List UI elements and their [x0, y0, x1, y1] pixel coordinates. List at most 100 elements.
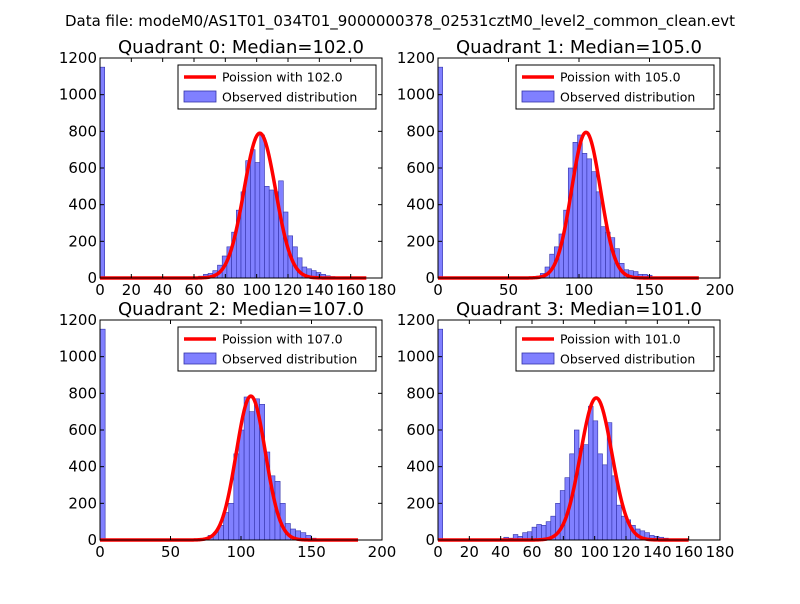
histogram-bar — [264, 186, 270, 279]
legend-label-fit: Poission with 101.0 — [560, 332, 681, 347]
histogram-bar — [99, 328, 106, 541]
histogram-bar — [592, 420, 599, 541]
chart-title: Quadrant 3: Median=101.0 — [456, 299, 702, 320]
chart-title: Quadrant 0: Median=102.0 — [118, 37, 364, 58]
x-tick-label: 0 — [433, 543, 443, 561]
legend-bar-swatch — [183, 352, 217, 365]
histogram-bar — [602, 464, 608, 541]
x-tick-label: 120 — [274, 281, 303, 299]
y-tick-label: 1000 — [59, 86, 97, 104]
y-tick-label: 600 — [406, 421, 435, 439]
x-tick-label: 80 — [216, 281, 235, 299]
x-tick-label: 140 — [305, 281, 334, 299]
legend-label-observed: Observed distribution — [560, 352, 695, 367]
histogram-bar — [268, 189, 275, 279]
y-tick-label: 200 — [406, 494, 435, 512]
y-tick-label: 1200 — [59, 49, 97, 67]
legend: Poission with 101.0 Observed distribution — [515, 326, 715, 372]
x-tick-label: 100 — [565, 281, 594, 299]
x-tick-label: 100 — [242, 281, 271, 299]
y-tick-label: 1200 — [397, 49, 435, 67]
x-tick-label: 40 — [491, 543, 510, 561]
chart-title: Quadrant 1: Median=105.0 — [456, 37, 702, 58]
x-tick-label: 80 — [554, 543, 573, 561]
y-tick-label: 1200 — [59, 311, 97, 329]
x-tick-label: 20 — [460, 543, 479, 561]
x-tick-label: 150 — [297, 543, 326, 561]
legend-label-fit: Poission with 102.0 — [222, 70, 343, 85]
legend-bar-swatch — [183, 90, 217, 103]
histogram-bar — [248, 411, 255, 541]
histogram-bar — [437, 328, 443, 541]
chart-panel-3: 0 20 40 60 80 100 120 140 160 180 0 200 400 600 800 100… — [397, 299, 735, 561]
legend-bar-swatch — [521, 352, 555, 365]
histogram-bar — [437, 66, 443, 279]
histogram-bar — [588, 405, 594, 541]
x-tick-label: 180 — [368, 281, 397, 299]
y-tick-label: 200 — [406, 232, 435, 250]
x-tick-label: 60 — [522, 543, 541, 561]
y-tick-label: 400 — [68, 458, 97, 476]
histogram-bar — [536, 524, 542, 541]
x-tick-label: 160 — [336, 281, 365, 299]
legend-label-observed: Observed distribution — [222, 352, 357, 367]
histogram-bar — [581, 153, 588, 279]
chart-panel-1: 0 50 100 150 200 0 200 400 600 800 1000 1200 Quadran… — [397, 37, 735, 299]
x-tick-label: 180 — [706, 543, 735, 561]
x-tick-label: 20 — [122, 281, 141, 299]
legend: Poission with 102.0 Observed distribution — [177, 64, 377, 110]
histogram-bar — [238, 429, 245, 541]
legend-bar-swatch — [521, 90, 555, 103]
histogram-bar — [259, 134, 265, 279]
histogram-bar — [254, 162, 261, 279]
legend-label-observed: Observed distribution — [560, 90, 695, 105]
histogram-bar — [99, 66, 105, 279]
y-tick-label: 0 — [87, 531, 97, 549]
histogram-bar — [228, 503, 235, 541]
histogram-bar — [597, 453, 603, 541]
x-tick-label: 160 — [674, 543, 703, 561]
y-tick-label: 200 — [68, 494, 97, 512]
y-tick-label: 800 — [68, 122, 97, 140]
y-tick-label: 800 — [68, 384, 97, 402]
x-tick-label: 150 — [635, 281, 664, 299]
y-tick-label: 600 — [406, 159, 435, 177]
x-tick-label: 200 — [368, 543, 397, 561]
y-tick-label: 800 — [406, 122, 435, 140]
histogram-bar — [250, 149, 256, 279]
x-tick-label: 50 — [161, 543, 180, 561]
legend-label-fit: Poission with 107.0 — [222, 332, 343, 347]
histogram-bar — [586, 158, 592, 279]
x-tick-label: 0 — [433, 281, 443, 299]
x-tick-label: 120 — [612, 543, 641, 561]
y-tick-label: 600 — [68, 421, 97, 439]
y-tick-label: 400 — [406, 196, 435, 214]
histogram-bar — [620, 515, 627, 541]
histogram-bar — [600, 226, 606, 279]
y-tick-label: 0 — [425, 531, 435, 549]
y-tick-label: 1000 — [59, 348, 97, 366]
legend-label-observed: Observed distribution — [222, 90, 357, 105]
figure-suptitle: Data file: modeM0/AS1T01_034T01_90000003… — [65, 12, 735, 31]
x-tick-label: 200 — [706, 281, 735, 299]
y-tick-label: 1000 — [397, 348, 435, 366]
y-tick-label: 400 — [68, 196, 97, 214]
legend: Poission with 107.0 Observed distribution — [177, 326, 377, 372]
histogram-bar — [559, 490, 566, 541]
x-tick-label: 100 — [580, 543, 609, 561]
y-tick-label: 200 — [68, 232, 97, 250]
histogram-bar — [616, 504, 622, 541]
histogram-bar — [591, 171, 597, 279]
x-tick-label: 60 — [184, 281, 203, 299]
y-tick-label: 600 — [68, 159, 97, 177]
y-tick-label: 1200 — [397, 311, 435, 329]
y-tick-label: 0 — [87, 269, 97, 287]
y-tick-label: 800 — [406, 384, 435, 402]
histogram-bar — [243, 396, 250, 541]
y-tick-label: 0 — [425, 269, 435, 287]
legend-label-fit: Poission with 105.0 — [560, 70, 681, 85]
chart-panel-2: 0 50 100 150 200 0 200 400 600 800 1000 1200 Quadran… — [59, 299, 397, 561]
histogram-bar — [583, 444, 589, 541]
x-tick-label: 100 — [227, 543, 256, 561]
